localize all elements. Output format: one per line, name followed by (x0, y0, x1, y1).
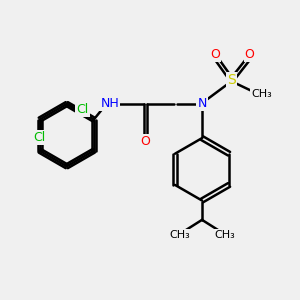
Text: NH: NH (100, 98, 119, 110)
Text: Cl: Cl (76, 103, 88, 116)
Text: O: O (141, 135, 151, 148)
Text: S: S (227, 73, 236, 87)
Text: O: O (244, 48, 254, 61)
Text: N: N (197, 98, 207, 110)
Text: CH₃: CH₃ (169, 230, 190, 240)
Text: CH₃: CH₃ (214, 230, 235, 240)
Text: CH₃: CH₃ (251, 88, 272, 98)
Text: Cl: Cl (34, 131, 46, 145)
Text: O: O (211, 48, 220, 61)
